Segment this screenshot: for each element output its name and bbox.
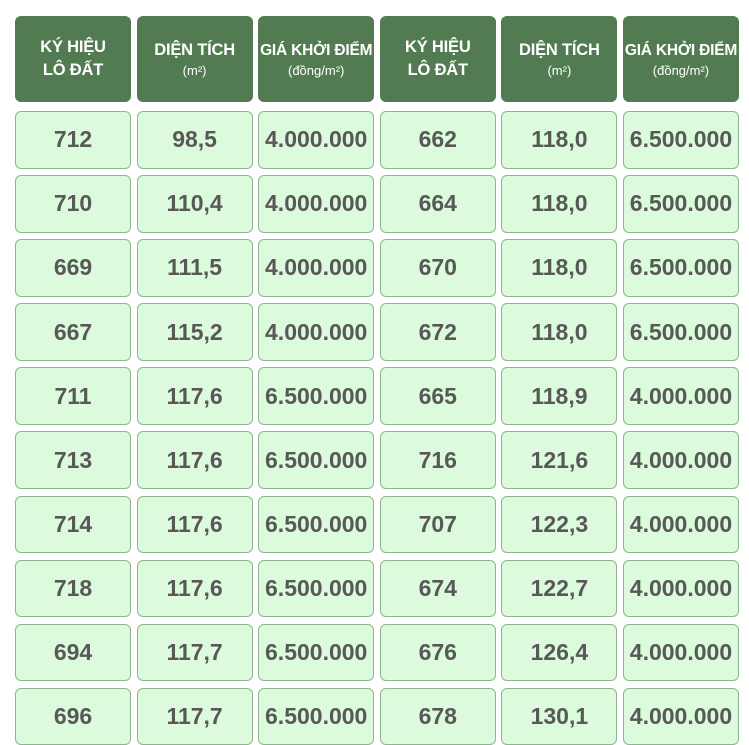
price-cell: 6.500.000 [258,367,375,425]
lot-code-cell: 667 [15,303,131,361]
lot-code-cell: 678 [379,687,496,745]
price-cell: 4.000.000 [258,111,375,169]
price-cell: 6.500.000 [622,303,739,361]
area-cell: 118,0 [501,175,618,233]
header-unit: (m²) [182,63,207,78]
area-cell: 121,6 [501,431,618,489]
area-header: DIỆN TÍCH (m²) [136,16,253,102]
lot-code-cell: 713 [15,431,131,489]
header-title: DIỆN TÍCH [154,41,235,59]
area-cell: 122,7 [501,559,618,618]
header-title: GIÁ KHỞI ĐIỂM [624,42,738,59]
header-unit: (đồng/m²) [288,63,345,78]
price-cell: 4.000.000 [258,303,375,361]
area-cell: 118,0 [501,303,618,361]
table-header: KÝ HIỆU LÔ ĐẤT DIỆN TÍCH (m²) GIÁ KHỞI ĐIỂM… [15,16,739,102]
price-cell: 6.500.000 [258,431,375,489]
area-cell: 111,5 [136,239,253,297]
area-cell: 118,0 [501,239,618,297]
lot-code-cell: 662 [379,111,496,169]
area-cell: 118,9 [501,367,618,425]
price-cell: 6.500.000 [258,495,375,554]
price-cell: 4.000.000 [622,495,739,554]
price-cell: 6.500.000 [258,559,375,618]
price-cell: 6.500.000 [622,175,739,233]
area-cell: 117,7 [136,623,253,682]
lot-code-cell: 676 [379,623,496,682]
price-cell: 4.000.000 [258,239,375,297]
area-cell: 117,6 [136,367,253,425]
lot-code-cell: 665 [379,367,496,425]
price-cell: 4.000.000 [622,431,739,489]
start-price-header: GIÁ KHỞI ĐIỂM (đồng/m²) [258,16,375,102]
price-cell: 6.500.000 [258,623,375,682]
area-cell: 118,0 [501,111,618,169]
header-title: KÝ HIỆU LÔ ĐẤT [405,38,471,79]
price-cell: 6.500.000 [622,111,739,169]
area-cell: 126,4 [501,623,618,682]
area-cell: 130,1 [501,687,618,745]
header-title: DIỆN TÍCH [519,41,600,59]
header-title: KÝ HIỆU LÔ ĐẤT [40,38,106,79]
lot-code-cell: 670 [379,239,496,297]
header-title: GIÁ KHỞI ĐIỂM [260,42,373,59]
lot-code-cell: 718 [15,559,131,618]
area-cell: 110,4 [136,175,253,233]
price-cell: 4.000.000 [622,687,739,745]
lot-code-header: KÝ HIỆU LÔ ĐẤT [379,16,496,102]
area-cell: 122,3 [501,495,618,554]
price-cell: 4.000.000 [622,623,739,682]
price-cell: 6.500.000 [258,687,375,745]
table-body: 712 98,5 4.000.000 662 118,0 6.500.000 710 110,… [15,111,739,745]
lot-code-cell: 707 [379,495,496,554]
lot-code-cell: 664 [379,175,496,233]
lot-code-cell: 711 [15,367,131,425]
area-header: DIỆN TÍCH (m²) [501,16,618,102]
price-cell: 4.000.000 [258,175,375,233]
lot-code-cell: 669 [15,239,131,297]
start-price-header: GIÁ KHỞI ĐIỂM (đồng/m²) [622,16,739,102]
lot-code-cell: 716 [379,431,496,489]
lot-code-cell: 672 [379,303,496,361]
area-cell: 117,6 [136,559,253,618]
lot-code-cell: 694 [15,623,131,682]
lot-code-cell: 674 [379,559,496,618]
area-cell: 117,6 [136,431,253,489]
price-cell: 4.000.000 [622,559,739,618]
price-cell: 6.500.000 [622,239,739,297]
lot-code-cell: 710 [15,175,131,233]
lot-code-cell: 714 [15,495,131,554]
header-unit: (m²) [547,63,572,78]
price-cell: 4.000.000 [622,367,739,425]
lot-code-cell: 712 [15,111,131,169]
area-cell: 117,6 [136,495,253,554]
lot-code-header: KÝ HIỆU LÔ ĐẤT [15,16,131,102]
area-cell: 98,5 [136,111,253,169]
area-cell: 117,7 [136,687,253,745]
lot-code-cell: 696 [15,687,131,745]
header-unit: (đồng/m²) [652,63,710,78]
area-cell: 115,2 [136,303,253,361]
